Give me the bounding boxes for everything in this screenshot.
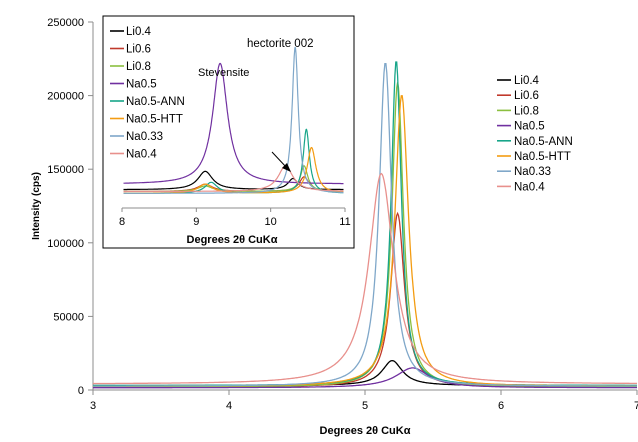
y-tick-label: 150000 bbox=[47, 164, 84, 176]
inset-legend-label: Na0.5-ANN bbox=[126, 96, 185, 108]
inset-x-tick-label: 8 bbox=[119, 216, 125, 228]
inset-x-axis-title: Degrees 2θ CuKα bbox=[187, 234, 278, 246]
inset-legend-label: Li0.6 bbox=[126, 44, 151, 56]
y-tick-label: 250000 bbox=[47, 17, 84, 29]
legend-label: Li0.4 bbox=[514, 75, 540, 87]
y-tick-label: 0 bbox=[78, 385, 84, 397]
y-axis-title: Intensity (cps) bbox=[31, 172, 42, 240]
inset-series-line bbox=[123, 46, 344, 194]
legend-label: Na0.4 bbox=[514, 181, 545, 193]
main-plot: 0 50000 100000 150000 200000 250000 3 4 5 6 7 Degre… bbox=[31, 17, 638, 437]
inset-frame bbox=[102, 15, 355, 249]
inset-legend-label: Na0.33 bbox=[126, 131, 163, 143]
x-tick-label: 4 bbox=[226, 400, 232, 412]
inset-plot: 8 9 10 11 Degrees 2θ CuKα Li0.4 Li0.6 Li0.8 Na0.… bbox=[102, 15, 355, 249]
x-tick-label: 6 bbox=[498, 400, 504, 412]
annotation-stevensite: Stevensite bbox=[198, 67, 249, 79]
x-tick-label: 5 bbox=[362, 400, 368, 412]
y-tick-label: 50000 bbox=[53, 311, 84, 323]
series-line bbox=[93, 367, 637, 389]
inset-series-line bbox=[123, 62, 344, 185]
inset-legend-label: Li0.8 bbox=[126, 61, 151, 73]
series-line bbox=[93, 82, 637, 388]
legend-label: Na0.5-ANN bbox=[514, 136, 573, 148]
inset-legend-label: Li0.4 bbox=[126, 26, 152, 38]
inset-x-tick-label: 11 bbox=[339, 216, 350, 228]
legend-label: Li0.8 bbox=[514, 105, 539, 117]
x-tick-label: 7 bbox=[634, 400, 638, 412]
inset-x-tick-label: 10 bbox=[265, 216, 277, 228]
x-axis-title: Degrees 2θ CuKα bbox=[320, 425, 411, 437]
legend-label: Li0.6 bbox=[514, 90, 539, 102]
annotation-arrow-head bbox=[282, 163, 291, 172]
inset-series-line bbox=[123, 165, 344, 193]
series-line bbox=[93, 63, 637, 387]
y-tick-label: 100000 bbox=[47, 238, 84, 250]
inset-legend-label: Na0.5 bbox=[126, 79, 157, 91]
y-tick-label: 200000 bbox=[47, 91, 84, 103]
annotation-arrow-shaft bbox=[271, 151, 288, 169]
inset-x-tick-label: 9 bbox=[193, 216, 199, 228]
inset-legend-label: Na0.5-HTT bbox=[126, 114, 183, 126]
legend-label: Na0.33 bbox=[514, 166, 551, 178]
legend-label: Na0.5-HTT bbox=[514, 151, 571, 163]
x-tick-label: 3 bbox=[90, 400, 96, 412]
legend-label: Na0.5 bbox=[514, 121, 545, 133]
annotation-hectorite: hectorite 002 bbox=[247, 38, 314, 50]
series-line bbox=[93, 172, 637, 385]
inset-legend-label: Na0.4 bbox=[126, 149, 157, 161]
